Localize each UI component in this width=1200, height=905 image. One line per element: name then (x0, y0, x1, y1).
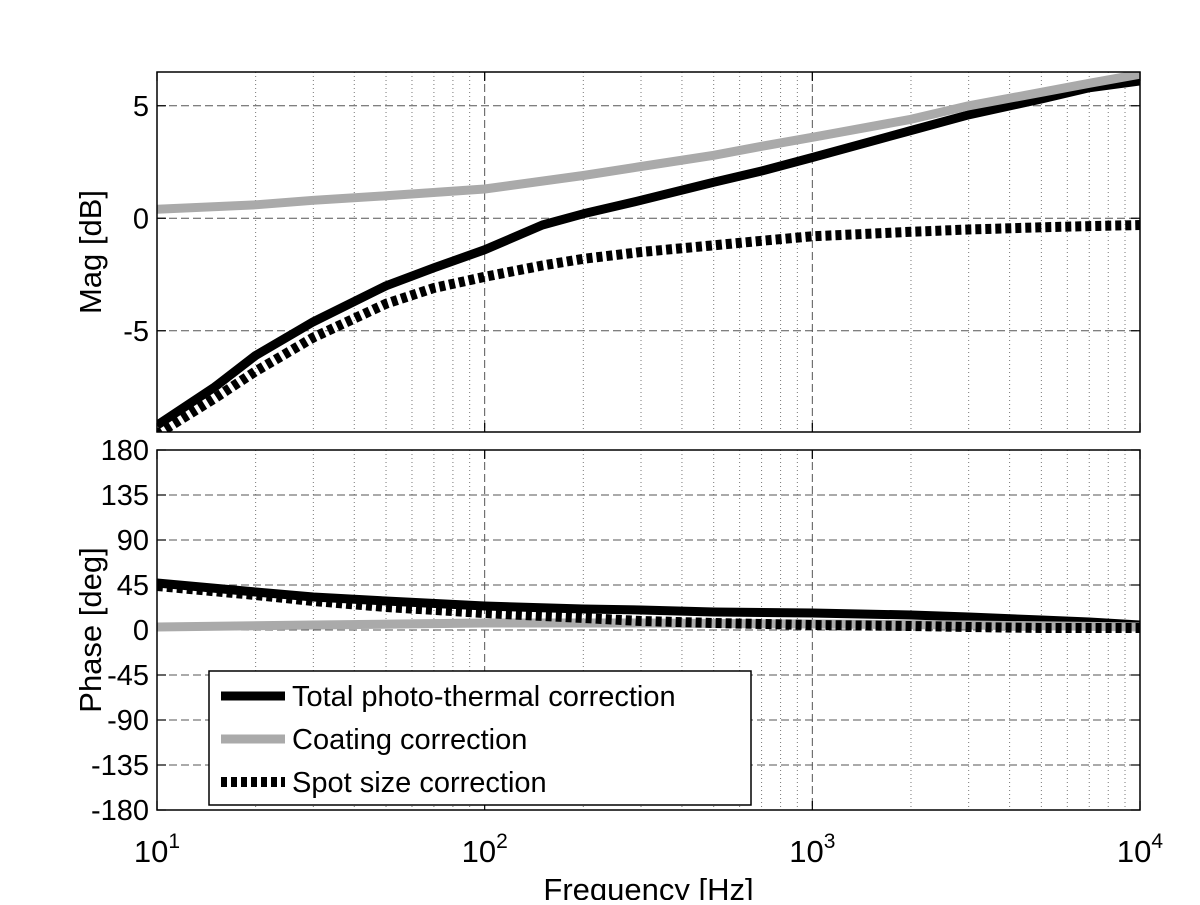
series-line-coating-correction (157, 72, 1140, 214)
legend-label: Spot size correction (292, 767, 547, 799)
x-axis-label: Frequency [Hz] (543, 872, 753, 900)
y-tick-label: 90 (117, 525, 149, 557)
legend-box (208, 670, 752, 806)
y-tick-label: 0 (133, 203, 149, 235)
y-tick-label: -135 (91, 750, 149, 782)
phase-panel: 180 135 90 45 0 -45 -90 -135 -180 Phase [deg] 101 1… (73, 435, 1163, 905)
series-line-total-photo-thermal-correction (157, 76, 1140, 430)
magnitude-panel: 5 0 -5 Mag [dB] (73, 71, 1141, 433)
y-tick-label: -45 (107, 660, 149, 692)
x-tick-label: 102 (462, 830, 508, 869)
x-tick-label: 101 (134, 830, 180, 869)
x-tick-label: 103 (789, 830, 835, 869)
magnitude-axes-box (156, 71, 1141, 433)
legend-label: Coating correction (292, 724, 527, 756)
magnitude-ylabel: Mag [dB] (73, 190, 108, 314)
y-tick-label: 45 (117, 570, 149, 602)
y-tick-label: 135 (101, 480, 149, 512)
magnitude-curves (157, 72, 1140, 432)
y-tick-label: -5 (123, 316, 149, 348)
series-line-spot-size-correction (157, 220, 1140, 432)
y-tick-label: -90 (107, 705, 149, 737)
x-tick-label: 104 (1117, 830, 1163, 869)
series-line-spot-size-correction (157, 581, 1140, 633)
series-line-total-photo-thermal-correction (157, 578, 1140, 630)
phase-axes-box (156, 449, 1141, 811)
legend: Total photo-thermal correction Coating co… (208, 670, 752, 806)
y-tick-label: 180 (101, 435, 149, 467)
phase-ylabel: Phase [deg] (73, 547, 108, 712)
legend-label: Total photo-thermal correction (292, 681, 676, 713)
phase-curves (157, 578, 1140, 633)
y-tick-label: 0 (133, 615, 149, 647)
y-tick-label: -180 (91, 795, 149, 827)
y-tick-label: 5 (133, 91, 149, 123)
